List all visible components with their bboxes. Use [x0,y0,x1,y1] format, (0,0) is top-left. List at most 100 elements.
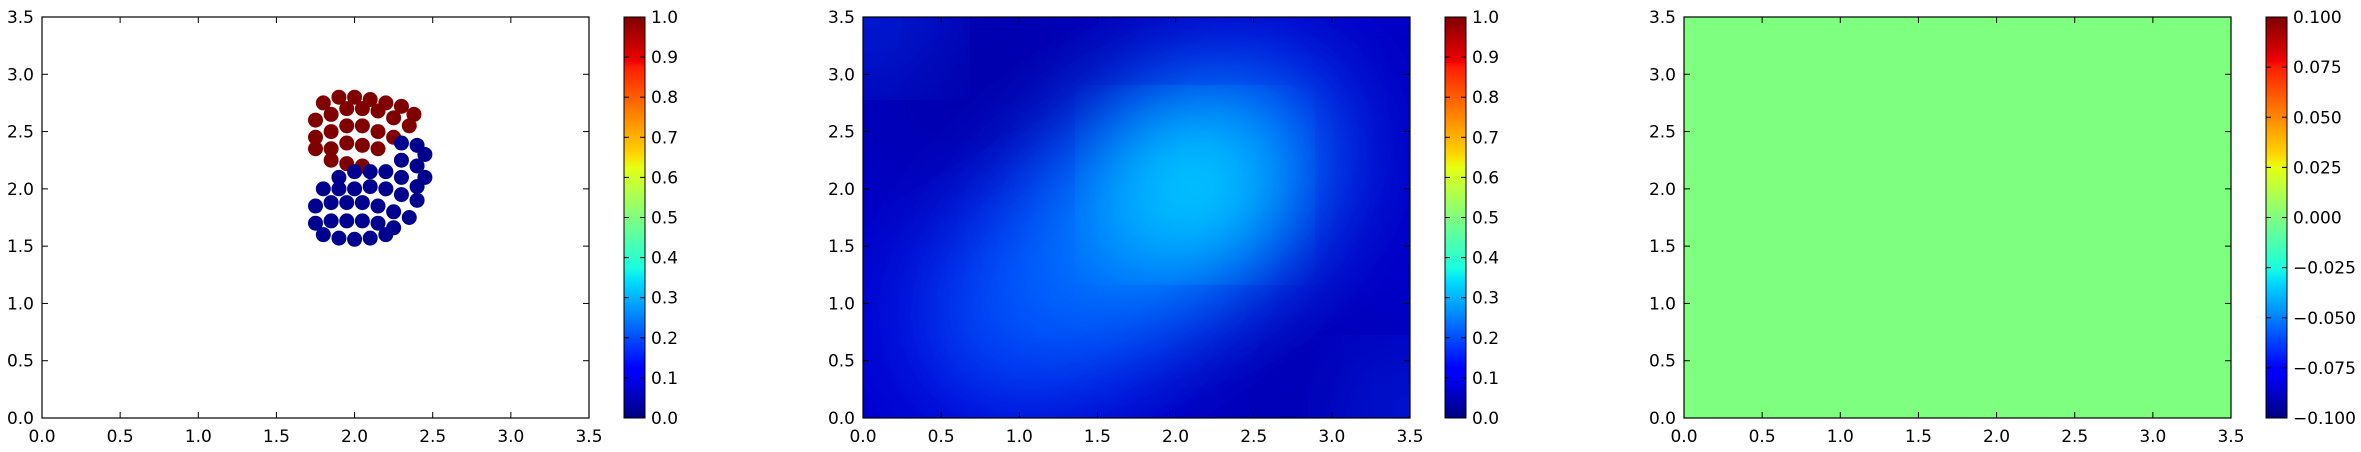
colorbar-tick-label: 0.6 [651,168,678,188]
colorbar-tick-label: 0.7 [651,128,678,148]
y-tick-label: 2.5 [7,123,34,143]
scatter-point [354,101,370,117]
x-tick-label: 2.5 [2061,427,2088,447]
y-tick-label: 2.0 [1649,180,1676,200]
scatter-point [393,98,409,114]
scatter-points [308,89,433,247]
scatter-point [308,215,323,231]
colorbar-ticks: 0.0 0.1 0.2 0.3 0.4 0.5 0.6 0.7 0.8 0.9 1.0 [624,8,678,429]
colorbar-tick-label: 0.050 [2293,108,2342,128]
y-tick-label: 0.0 [1649,409,1676,429]
scatter-point [339,101,355,117]
colorbar-tick-label: 0.8 [651,88,678,108]
x-tick-label: 2.5 [419,427,446,447]
scatter-point [315,181,331,197]
scatter-point [339,213,355,229]
colorbar-tick-label: 0.075 [2293,58,2342,78]
colorbar-ticks: −0.100 −0.075 −0.050 −0.025 0.000 0.025 0.050 0… [2266,8,2356,429]
y-tick-label: 1.0 [1649,294,1676,314]
x-tick-label: 3.0 [1318,427,1345,447]
colorbar-1: 0.0 0.1 0.2 0.3 0.4 0.5 0.6 0.7 0.8 0.9 1.0 [623,8,678,429]
y-tick-label: 2.0 [7,180,34,200]
scatter-point [315,227,331,243]
x-tick-label: 1.0 [1827,427,1854,447]
y-axis: 0.0 0.5 1.0 1.5 2.0 2.5 3.0 3.5 [7,8,589,429]
colorbar-tick-label: −0.025 [2293,259,2356,279]
scatter-point [354,213,370,229]
scatter-point [386,110,402,126]
scatter-point [315,95,331,111]
scatter-point [339,118,355,134]
panel-scatter: 0.0 0.5 1.0 1.5 2.0 2.5 3.0 3.5 0.0 0.5 1.0 1.5 2.0… [7,8,603,447]
scatter-point [323,124,339,140]
y-tick-label: 2.0 [828,180,855,200]
y-tick-label: 3.5 [7,8,34,28]
colorbar-tick-label: 0.9 [651,48,678,68]
colorbar-tick-label: 0.4 [651,249,678,269]
scatter-point [386,204,402,220]
x-tick-label: 3.0 [2139,427,2166,447]
colorbar-ticks: 0.0 0.1 0.2 0.3 0.4 0.5 0.6 0.7 0.8 0.9 1.0 [1445,8,1499,429]
scatter-point [417,146,433,162]
plot-frame [1683,16,2232,419]
colorbar-tick-label: −0.075 [2293,359,2356,379]
y-tick-label: 2.5 [828,123,855,143]
colorbar-tick-label: 0.0 [1472,409,1499,429]
scatter-point [378,164,394,180]
colorbar-tick-label: 0.2 [651,329,678,349]
colorbar-tick-label: 0.6 [1472,168,1499,188]
y-tick-label: 0.0 [7,409,34,429]
x-tick-label: 2.0 [1162,427,1189,447]
scatter-point [393,169,409,185]
x-tick-label: 2.0 [341,427,368,447]
x-tick-label: 0.0 [1670,427,1697,447]
y-tick-label: 2.5 [1649,123,1676,143]
colorbar-2: 0.0 0.1 0.2 0.3 0.4 0.5 0.6 0.7 0.8 0.9 1.0 [1444,8,1499,429]
scatter-point [347,164,363,180]
scatter-point [339,195,355,211]
scatter-point [354,195,370,211]
x-tick-label: 3.0 [497,427,524,447]
colorbar-tick-label: 0.000 [2293,209,2342,229]
colorbar-tick-label: 0.5 [651,209,678,229]
x-tick-label: 1.0 [185,427,212,447]
x-tick-label: 2.5 [1240,427,1267,447]
y-tick-label: 3.5 [1649,8,1676,28]
y-tick-label: 0.5 [7,352,34,372]
scatter-point [308,198,323,214]
scatter-point [308,112,323,128]
x-tick-label: 0.5 [1749,427,1776,447]
x-axis: 0.0 0.5 1.0 1.5 2.0 2.5 3.0 3.5 [28,17,603,447]
scatter-point [331,181,347,197]
x-tick-label: 3.5 [575,427,602,447]
colorbar-tick-label: 1.0 [1472,8,1499,28]
y-tick-label: 3.0 [1649,65,1676,85]
scatter-point [347,231,363,247]
colorbar-tick-label: 0.5 [1472,209,1499,229]
y-tick-label: 1.5 [1649,237,1676,257]
y-tick-label: 3.5 [828,8,855,28]
x-tick-label: 1.5 [1905,427,1932,447]
colorbar-tick-label: 0.1 [1472,369,1499,389]
x-tick-label: 0.0 [849,427,876,447]
x-tick-label: 3.5 [2217,427,2244,447]
scatter-point [370,198,386,214]
colorbar-tick-label: 0.100 [2293,8,2342,28]
scatter-point [323,106,339,122]
x-tick-label: 0.0 [28,427,55,447]
colorbar-tick-label: 1.0 [651,8,678,28]
scatter-point [347,181,363,197]
y-tick-label: 0.5 [828,352,855,372]
colorbar-tick-label: 0.2 [1472,329,1499,349]
scatter-point [393,187,409,203]
y-tick-label: 0.5 [1649,352,1676,372]
colorbar-3: −0.100 −0.075 −0.050 −0.025 0.000 0.025 0.050 0… [2265,8,2356,429]
y-tick-label: 1.0 [828,294,855,314]
heatmap-field [863,17,1410,418]
scatter-point [370,103,386,119]
colorbar-tick-label: 0.3 [1472,289,1499,309]
panel-heatmap: 0.0 0.5 1.0 1.5 2.0 2.5 3.0 3.5 0.0 0.5 1.0 1.5 2.0… [828,8,1424,447]
colorbar-tick-label: −0.100 [2293,409,2356,429]
scatter-point [378,181,394,197]
scatter-point [354,118,370,134]
